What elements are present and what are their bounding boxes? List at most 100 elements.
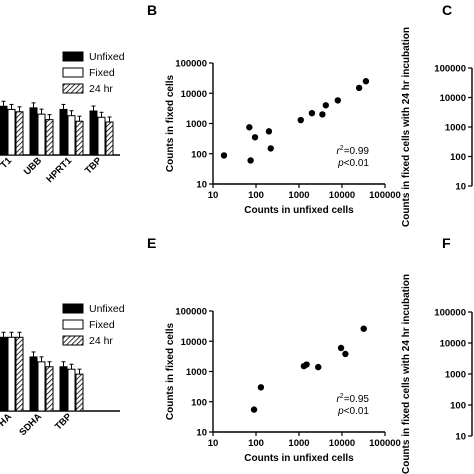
x-tick-label: 1000 (288, 438, 309, 449)
y-tick-label: 100 (450, 152, 466, 163)
y-tick-label: 10 (196, 428, 207, 439)
data-point (297, 116, 304, 124)
y-tick-label: 100 (191, 149, 207, 160)
bar (75, 373, 84, 412)
data-point (360, 325, 367, 332)
bar (45, 366, 54, 412)
data-point (257, 384, 265, 391)
y-tick-label: 100 (450, 401, 466, 412)
legend-swatch (62, 303, 84, 314)
bar (37, 361, 46, 412)
side-panel-C: C Counts in fixed cells with 24 hr incuba… (401, 2, 473, 227)
bar (15, 336, 24, 412)
bar (0, 105, 8, 156)
legend-swatch (62, 335, 84, 346)
bar-category-label: UBB (22, 155, 44, 177)
y-tick-label: 100 (191, 397, 207, 408)
bar (67, 368, 76, 412)
data-point (303, 361, 310, 368)
data-point (247, 157, 254, 164)
bar (89, 110, 98, 156)
legend-swatch (62, 67, 84, 78)
scatter-panel-B: B 10 100 1000 10000 100000 10 100 1000 10000 10000… (147, 2, 401, 216)
legend-label: Unfixed (89, 303, 125, 315)
y-axis-title: Counts in fixed cells with 24 hr incubat… (401, 274, 412, 474)
p-value-annotation: p<0.01 (337, 158, 369, 169)
data-point (220, 152, 228, 159)
bar (7, 108, 16, 156)
legend-label: Fixed (89, 67, 115, 79)
y-axis-title: Counts in fixed cells with 24 hr incubat… (401, 27, 412, 227)
bar-category-label: HPRT1 (44, 155, 74, 185)
y-tick-label: 100000 (175, 59, 207, 70)
x-tick-label: 1000 (288, 190, 309, 201)
y-tick-label: 1000 (445, 370, 466, 381)
bar (37, 113, 46, 156)
x-tick-label: 100 (248, 190, 264, 201)
legend-swatch (62, 319, 84, 330)
p-value-annotation: p<0.01 (337, 406, 369, 417)
x-tick-label: 10000 (329, 190, 355, 201)
x-axis-title: Counts in unfixed cells (244, 205, 354, 216)
data-point (342, 350, 349, 358)
data-point (355, 84, 363, 92)
data-point (250, 406, 258, 413)
data-point (337, 344, 345, 352)
bar (59, 108, 68, 156)
panel-label: F (442, 235, 451, 251)
bar (7, 336, 16, 412)
x-tick-label: 100000 (369, 438, 401, 449)
bar (15, 111, 24, 156)
bar-category-label: SDHA (17, 411, 44, 438)
legend-swatch (62, 83, 84, 94)
r-squared-annotation: r2=0.99 (336, 145, 369, 157)
y-tick-label: 10000 (440, 93, 466, 104)
panel-label: B (147, 2, 157, 18)
bar (45, 119, 54, 156)
legend-label: Unfixed (89, 51, 125, 63)
bar (29, 107, 38, 156)
r-squared-annotation: r2=0.95 (336, 393, 369, 405)
data-point (362, 78, 370, 85)
x-tick-label: 10 (208, 438, 219, 449)
y-tick-label: 10000 (181, 89, 207, 100)
y-tick-label: 1000 (445, 123, 466, 134)
legend-label: 24 hr (89, 83, 113, 95)
y-tick-label: 100000 (434, 308, 466, 319)
y-tick-label: 10000 (440, 339, 466, 350)
data-point (267, 145, 274, 152)
y-tick-label: 1000 (186, 367, 207, 378)
bar (0, 336, 8, 412)
y-tick-label: 10 (455, 182, 466, 193)
bar-category-label: T1 (0, 155, 15, 171)
bar-category-label: TBP (53, 411, 75, 433)
bar (67, 115, 76, 156)
x-tick-label: 100000 (369, 190, 401, 201)
x-tick-label: 100 (248, 438, 264, 449)
y-tick-label: 10 (196, 180, 207, 191)
data-point (334, 97, 342, 104)
panel-label: E (147, 235, 156, 251)
bar (97, 116, 106, 156)
data-point (319, 111, 326, 118)
legend-label: Fixed (89, 319, 115, 331)
side-panel-F: F Counts in fixed cells with 24 hr incuba… (401, 235, 473, 474)
y-axis-title: Counts in fixed cells (165, 322, 176, 420)
data-point (265, 128, 273, 135)
y-tick-label: 100000 (434, 64, 466, 75)
data-point (315, 363, 322, 371)
legend-label: 24 hr (89, 335, 113, 347)
data-point (322, 102, 329, 109)
bar (59, 366, 68, 412)
data-point (246, 124, 253, 131)
x-tick-label: 10 (208, 190, 219, 201)
bar (29, 356, 38, 412)
y-tick-label: 1000 (186, 119, 207, 130)
scatter-panel-E: E 10 100 1000 10000 100000 10 100 1000 10000 10000… (147, 235, 401, 464)
legend-swatch (62, 51, 84, 62)
bar (75, 120, 84, 156)
y-axis-title: Counts in fixed cells (165, 74, 176, 172)
y-tick-label: 10 (455, 432, 466, 443)
x-tick-label: 10000 (329, 438, 355, 449)
